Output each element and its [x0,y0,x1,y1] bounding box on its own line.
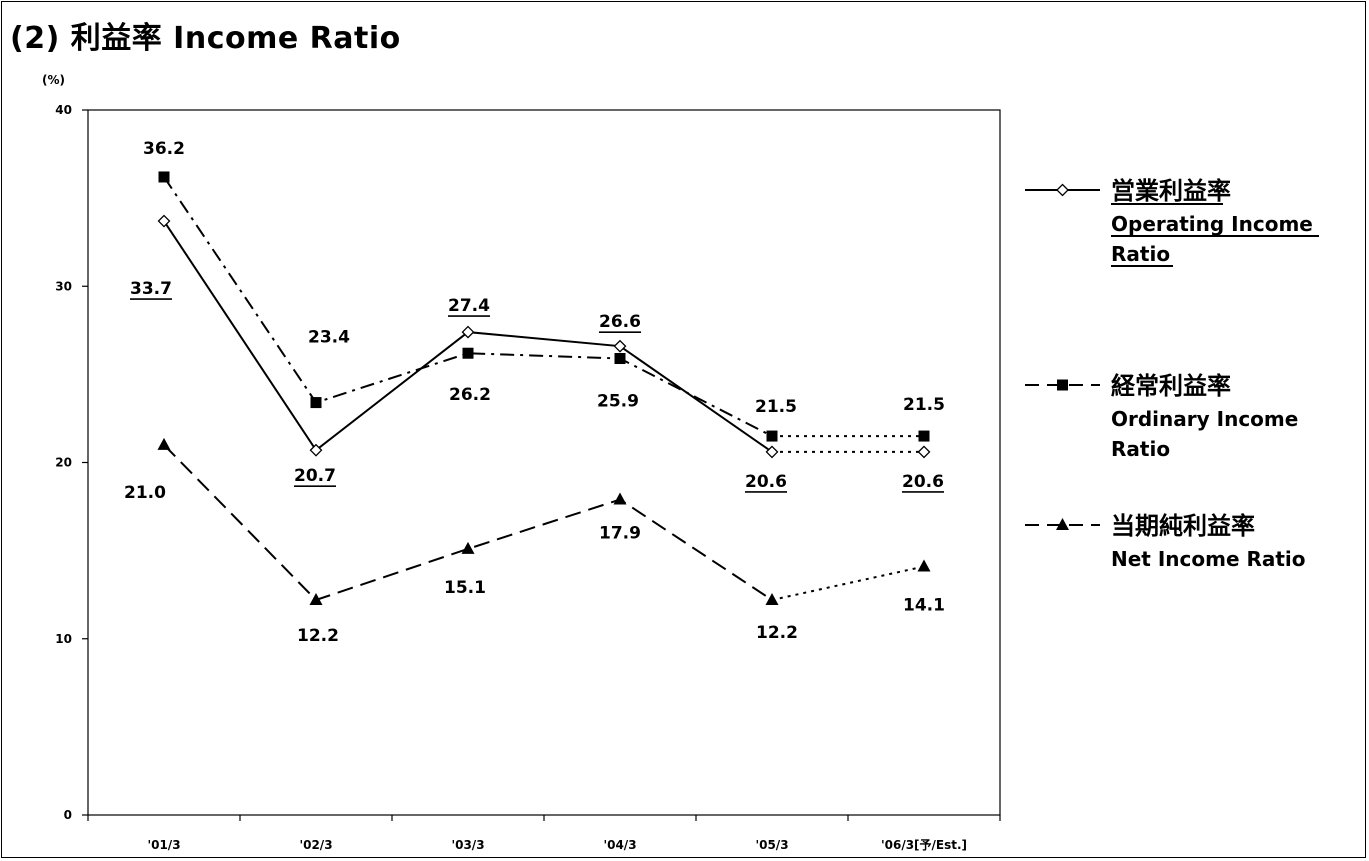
y-tick-label: 40 [55,103,72,117]
plot-area-border [87,109,1001,816]
legend-marker-net [1056,518,1069,530]
marker-operating [309,443,323,457]
legend-label-ja-ordinary: 経常利益率 [1111,372,1231,400]
y-tick-label: 10 [55,632,72,646]
series-line-ordinary [163,176,773,437]
x-tick-label: '06/3[予/Est.] [881,838,967,852]
x-tick-label: '01/3 [147,838,180,852]
data-label-ordinary: 21.5 [903,395,945,415]
marker-ordinary [766,430,778,442]
data-label-ordinary: 23.4 [308,328,350,348]
data-label-operating: 33.7 [130,279,172,299]
x-tick-label: '02/3 [299,838,332,852]
marker-operating [157,214,171,228]
data-label-ordinary: 26.2 [449,385,491,405]
data-label-operating: 20.6 [745,472,787,492]
data-label-ordinary: 25.9 [597,392,639,412]
marker-net [765,592,779,605]
data-label-operating: 20.7 [294,466,336,486]
data-label-ordinary: 36.2 [143,139,185,159]
data-label-ordinary: 21.5 [755,397,797,417]
x-tick-label: '03/3 [451,838,484,852]
series-lines [163,176,925,602]
x-tick-label: '04/3 [603,838,636,852]
data-label-net: 15.1 [444,578,486,598]
legend-label-en-net: Net Income Ratio [1111,547,1306,571]
x-tick-label: '05/3 [755,838,788,852]
data-label-operating: 20.6 [902,472,944,492]
y-axis-unit-label: (%) [42,73,65,87]
marker-operating [613,339,627,353]
legend-label-ja-net: 当期純利益率 [1111,512,1255,540]
axes: 0 10 20 30 40 '01/3 '02/3 '03/3 '04/3 '05/3 '06/3[… [55,103,1001,852]
marker-net [917,559,931,572]
legend-label-en-ordinary: Ordinary Income Ratio [1111,407,1298,461]
data-label-operating: 27.4 [448,296,490,316]
series-markers [157,171,931,605]
chart-title: (2) 利益率 Income Ratio [10,21,401,56]
series-forecast-line-net [771,565,925,601]
marker-ordinary [918,430,930,442]
data-label-net: 17.9 [599,524,641,544]
legend-label-ja-operating: 営業利益率 [1111,177,1231,205]
marker-operating [765,445,779,459]
marker-ordinary [310,397,322,409]
marker-operating [917,445,931,459]
marker-net [461,541,475,554]
y-tick-label: 30 [55,279,72,293]
marker-net [157,437,171,450]
data-labels: 33.7 20.7 27.4 26.6 20.6 20.6 36.2 23.4 26.2 25.9… [124,139,945,646]
y-tick-label: 0 [64,808,72,822]
marker-ordinary [462,347,474,359]
marker-net [613,492,627,505]
data-label-net: 14.1 [903,595,945,615]
legend-marker-ordinary [1057,379,1068,391]
legend-label-en-operating: Operating Income Ratio [1111,212,1313,266]
marker-operating [461,325,475,339]
data-label-net: 21.0 [124,483,166,503]
data-label-net: 12.2 [297,626,339,646]
data-label-operating: 26.6 [599,312,641,332]
series-line-net [163,444,773,602]
marker-net [309,592,323,605]
legend-marker-operating [1056,183,1069,197]
legend: 営業利益率 Operating Income Ratio 経常利益率 Ordinary … [1025,177,1319,571]
y-tick-label: 20 [55,456,72,470]
marker-ordinary [614,353,626,365]
marker-ordinary [158,171,170,183]
data-label-net: 12.2 [756,623,798,643]
